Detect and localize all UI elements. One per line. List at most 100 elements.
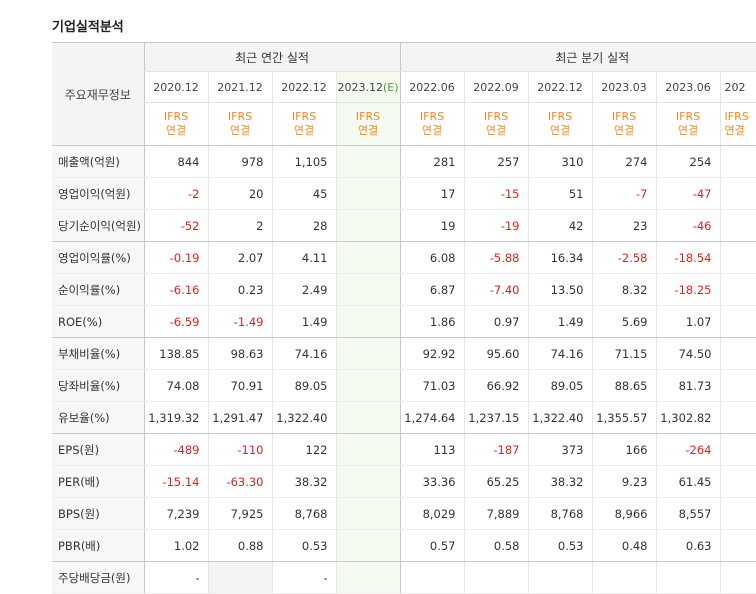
table-row: 주당배당금(원) - -	[52, 561, 756, 594]
value-cell: 1,302.82	[655, 401, 720, 434]
value-cell	[335, 369, 400, 402]
ifrs-label: IFRS	[483, 110, 509, 123]
value-cell: 28	[271, 209, 336, 242]
ifrs-label: IFRS	[611, 110, 637, 123]
table-row: PBR(배) 1.02 0.88 0.53 0.57 0.58 0.53 0.48 0.63	[52, 529, 756, 562]
ifrs-consolidated-label: IFRS 연결	[655, 102, 720, 146]
value-cell: -5.88	[463, 241, 528, 274]
value-cell: 0.53	[271, 529, 336, 562]
value-cell: 8,029	[399, 497, 464, 530]
value-cell: 4.11	[271, 241, 336, 274]
value-cell: 166	[591, 433, 656, 466]
value-cell: 71.15	[591, 337, 656, 370]
table-row: ROE(%) -6.59 -1.49 1.49 1.86 0.97 1.49 5.69 1.07	[52, 305, 756, 338]
period-header: 2023.06	[655, 71, 720, 103]
value-cell: 1.49	[527, 305, 592, 338]
value-cell	[591, 561, 656, 594]
value-cell: 1.02	[143, 529, 208, 562]
value-cell	[719, 401, 756, 434]
row-label: 당기순이익(억원)	[52, 209, 144, 242]
value-cell: 81.73	[655, 369, 720, 402]
value-cell	[335, 273, 400, 306]
value-cell: 38.32	[271, 465, 336, 498]
value-cell: 5.69	[591, 305, 656, 338]
financial-summary-table: 주요재무정보 최근 연간 실적 최근 분기 실적 2020.12 2021.12…	[52, 42, 756, 594]
table-row: 당기순이익(억원) -52 2 28 19 -19 42 23 -46	[52, 209, 756, 242]
value-cell: -187	[463, 433, 528, 466]
row-label: 순이익률(%)	[52, 273, 144, 306]
value-cell: 17	[399, 177, 464, 210]
period-header: 202	[719, 71, 756, 103]
value-cell: 89.05	[527, 369, 592, 402]
value-cell	[335, 401, 400, 434]
value-cell: 978	[207, 145, 272, 178]
row-label: 유보율(%)	[52, 401, 144, 434]
table-row: PER(배) -15.14 -63.30 38.32 33.36 65.25 38.32 9.…	[52, 465, 756, 498]
value-cell: 0.23	[207, 273, 272, 306]
value-cell: 7,239	[143, 497, 208, 530]
value-cell: 7,889	[463, 497, 528, 530]
ifrs-label: IFRS	[227, 110, 253, 123]
value-cell: 98.63	[207, 337, 272, 370]
value-cell	[527, 561, 592, 594]
period-header: 2022.12	[527, 71, 592, 103]
row-label: EPS(원)	[52, 433, 144, 466]
value-cell: 0.57	[399, 529, 464, 562]
period-header: 2022.12	[271, 71, 336, 103]
value-cell	[719, 209, 756, 242]
period-header: 2020.12	[143, 71, 208, 103]
value-cell	[719, 337, 756, 370]
value-cell: 0.63	[655, 529, 720, 562]
value-cell: 92.92	[399, 337, 464, 370]
value-cell: 19	[399, 209, 464, 242]
table-row: BPS(원) 7,239 7,925 8,768 8,029 7,889 8,768 8,96…	[52, 497, 756, 530]
row-label: PBR(배)	[52, 529, 144, 562]
value-cell: -6.16	[143, 273, 208, 306]
period-header: 2021.12	[207, 71, 272, 103]
value-cell: 9.23	[591, 465, 656, 498]
ifrs-label: IFRS	[675, 110, 701, 123]
table-row: 매출액(억원) 844 978 1,105 281 257 310 274 254	[52, 145, 756, 178]
value-cell: 88.65	[591, 369, 656, 402]
table-row: 유보율(%) 1,319.32 1,291.47 1,322.40 1,274.64 1,…	[52, 401, 756, 434]
value-cell: 23	[591, 209, 656, 242]
consolidated-label: 연결	[613, 124, 635, 137]
value-cell: 51	[527, 177, 592, 210]
value-cell: 7,925	[207, 497, 272, 530]
row-label: ROE(%)	[52, 305, 144, 338]
value-cell	[335, 529, 400, 562]
value-cell: 38.32	[527, 465, 592, 498]
value-cell: -7	[591, 177, 656, 210]
period-header: 2022.09	[463, 71, 528, 103]
ifrs-label: IFRS	[355, 110, 381, 123]
ifrs-consolidated-label: IFRS 연결	[719, 102, 756, 146]
value-cell	[399, 561, 464, 594]
value-cell	[335, 497, 400, 530]
section-title: 기업실적분석	[52, 20, 124, 35]
value-cell: -46	[655, 209, 720, 242]
value-cell: -52	[143, 209, 208, 242]
value-cell	[335, 561, 400, 594]
value-cell: 16.34	[527, 241, 592, 274]
value-cell: 65.25	[463, 465, 528, 498]
value-cell: 74.08	[143, 369, 208, 402]
value-cell: 1.86	[399, 305, 464, 338]
value-cell: 1.49	[271, 305, 336, 338]
consolidated-label: 연결	[293, 124, 315, 137]
annual-group-header: 최근 연간 실적	[143, 42, 400, 72]
value-cell: 1,322.40	[271, 401, 336, 434]
value-cell: 45	[271, 177, 336, 210]
value-cell	[719, 529, 756, 562]
value-cell: 0.97	[463, 305, 528, 338]
value-cell: -489	[143, 433, 208, 466]
row-label: 영업이익률(%)	[52, 241, 144, 274]
value-cell	[335, 177, 400, 210]
value-cell: 74.16	[271, 337, 336, 370]
row-label: 부채비율(%)	[52, 337, 144, 370]
value-cell	[719, 465, 756, 498]
value-cell	[719, 305, 756, 338]
value-cell: 257	[463, 145, 528, 178]
value-cell: 71.03	[399, 369, 464, 402]
value-cell: 20	[207, 177, 272, 210]
value-cell: 122	[271, 433, 336, 466]
